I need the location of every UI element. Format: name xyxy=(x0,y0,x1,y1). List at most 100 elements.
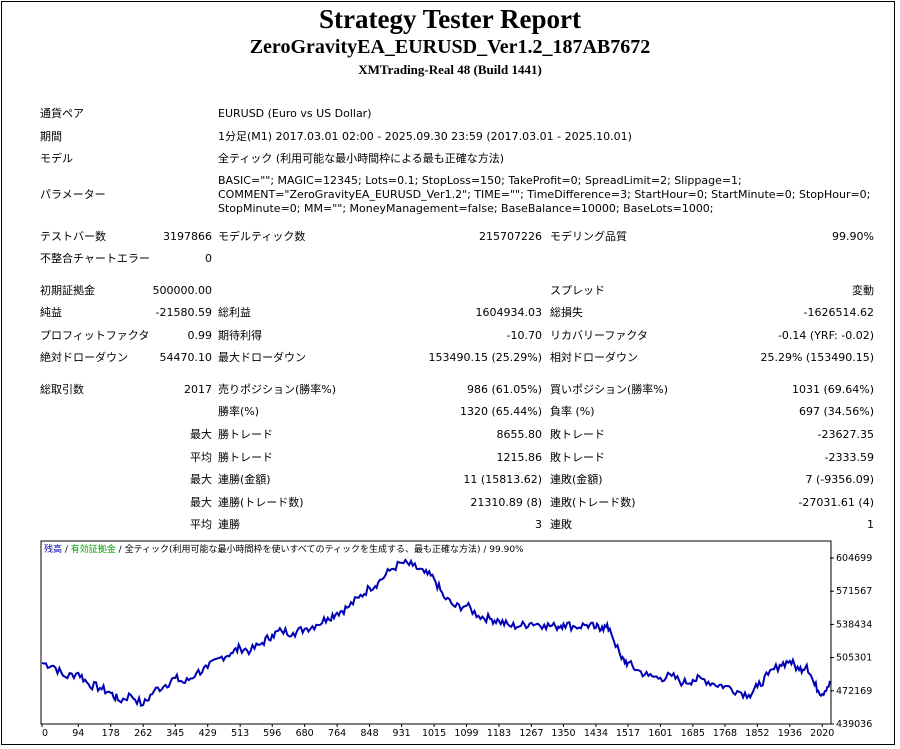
avg-cons-win-label: 連勝 xyxy=(218,518,240,531)
x-tick-label: 680 xyxy=(296,728,314,739)
quality-value: 99.90% xyxy=(832,230,874,243)
long-value: 1031 (69.64%) xyxy=(791,383,874,396)
quality-label: モデリング品質 xyxy=(550,230,627,243)
lossrate-value: 697 (34.56%) xyxy=(798,405,874,418)
max-dd-label: 最大ドローダウン xyxy=(218,351,306,364)
expected-value: -10.70 xyxy=(506,329,542,342)
max-loss-value: -23627.35 xyxy=(817,428,874,441)
x-tick-label: 848 xyxy=(360,728,378,739)
cons-profit-label: 連勝(トレード数) xyxy=(218,496,304,509)
expected-label: 期待利得 xyxy=(218,329,262,342)
chart-legend: 残高 / 有効証拠金 / 全ティック(利用可能な最小時間枠を使いすべてのティック… xyxy=(44,543,524,555)
winrate-value: 1320 (65.44%) xyxy=(459,405,542,418)
deposit-value: 500000.00 xyxy=(152,284,213,297)
x-tick-label: 262 xyxy=(134,728,152,739)
max-loss-label: 敗トレード xyxy=(550,428,605,441)
deposit-label: 初期証拠金 xyxy=(40,284,95,297)
max-word-3: 最大 xyxy=(190,496,212,509)
x-tick-label: 764 xyxy=(328,728,346,739)
avg-word-1: 平均 xyxy=(190,451,212,464)
params-value: BASIC=""; MAGIC=12345; Lots=0.1; StopLos… xyxy=(218,174,874,215)
avg-loss-value: -2333.59 xyxy=(824,451,874,464)
rel-dd-value: 25.29% (153490.15) xyxy=(760,351,874,364)
gross-loss-value: -1626514.62 xyxy=(803,306,874,319)
x-tick-label: 1601 xyxy=(648,728,672,739)
x-tick-label: 1685 xyxy=(681,728,705,739)
y-tick-label: 439036 xyxy=(836,719,872,730)
period-value: 1分足(M1) 2017.03.01 02:00 - 2025.09.30 23… xyxy=(218,130,632,143)
model-value: 全ティック (利用可能な最小時間枠による最も正確な方法) xyxy=(218,152,505,165)
avg-win-label: 勝トレード xyxy=(218,451,273,464)
gross-profit-value: 1604934.03 xyxy=(475,306,542,319)
x-tick-label: 0 xyxy=(42,728,48,739)
abs-dd-value: 54470.10 xyxy=(159,351,213,364)
mismatch-value: 0 xyxy=(205,252,212,265)
cons-loss-amt-label: 連敗(金額) xyxy=(550,473,603,486)
spread-label: スプレッド xyxy=(550,284,605,297)
x-tick-label: 513 xyxy=(231,728,249,739)
bars-label: テストバー数 xyxy=(40,230,106,243)
pf-label: プロフィットファクタ xyxy=(40,329,150,342)
short-label: 売りポジション(勝率%) xyxy=(218,383,337,396)
server-build: XMTrading-Real 48 (Build 1441) xyxy=(358,62,542,77)
mismatch-label: 不整合チャートエラー xyxy=(40,252,150,265)
avg-loss-label: 敗トレード xyxy=(550,451,605,464)
abs-dd-label: 絶対ドローダウン xyxy=(40,351,128,364)
legend-quality: 99.90% xyxy=(489,545,524,555)
x-tick-label: 1099 xyxy=(454,728,478,739)
bars-value: 3197866 xyxy=(163,230,212,243)
cons-win-amt-value: 11 (15813.62) xyxy=(463,473,542,486)
x-tick-label: 178 xyxy=(102,728,120,739)
winrate-label: 勝率(%) xyxy=(218,405,260,418)
x-axis: 0 94 178 262 345 429 513 596 680 764 848 931 1015 109… xyxy=(41,724,834,739)
max-word-1: 最大 xyxy=(190,428,212,441)
y-tick-label: 538434 xyxy=(836,619,872,630)
pf-value: 0.99 xyxy=(187,329,213,342)
max-win-label: 勝トレード xyxy=(218,428,273,441)
ticks-value: 215707226 xyxy=(479,230,542,243)
max-dd-value: 153490.15 (25.29%) xyxy=(428,351,542,364)
lossrate-label: 負率 (%) xyxy=(550,405,595,418)
total-trades-label: 総取引数 xyxy=(40,383,84,396)
x-tick-label: 1015 xyxy=(422,728,446,739)
report-title: Strategy Tester Report xyxy=(319,4,581,34)
symbol-value: EURUSD (Euro vs US Dollar) xyxy=(218,107,372,120)
cons-loss-amt-value: 7 (-9356.09) xyxy=(805,473,874,486)
avg-cons-loss-value: 1 xyxy=(867,518,874,531)
x-tick-label: 1768 xyxy=(713,728,737,739)
symbol-label: 通貨ペア xyxy=(40,107,84,120)
ea-name: ZeroGravityEA_EURUSD_Ver1.2_187AB7672 xyxy=(249,36,651,58)
x-tick-label: 931 xyxy=(393,728,411,739)
x-tick-label: 1267 xyxy=(519,728,543,739)
avg-cons-win-value: 3 xyxy=(535,518,542,531)
rel-dd-label: 相対ドローダウン xyxy=(550,351,638,364)
avg-cons-loss-label: 連敗 xyxy=(550,518,572,531)
legend-sep-2: / xyxy=(116,545,125,555)
spread-value: 変動 xyxy=(852,284,874,297)
y-axis: 604699 571567 538434 505301 472169 439036 xyxy=(830,553,872,730)
balance-line xyxy=(41,558,831,707)
chart-plot-area xyxy=(40,540,832,725)
total-trades-value: 2017 xyxy=(184,383,212,396)
legend-equity: 有効証拠金 xyxy=(71,543,116,555)
legend-balance: 残高 xyxy=(44,543,62,555)
net-value: -21580.59 xyxy=(155,306,212,319)
x-tick-label: 596 xyxy=(263,728,281,739)
period-label: 期間 xyxy=(40,130,62,143)
avg-win-value: 1215.86 xyxy=(496,451,543,464)
x-tick-label: 345 xyxy=(166,728,184,739)
legend-sep-3: / xyxy=(481,545,490,555)
net-label: 純益 xyxy=(40,306,62,319)
y-tick-label: 505301 xyxy=(836,653,872,664)
balance-chart: 残高 / 有効証拠金 / 全ティック(利用可能な最小時間枠を使いすべてのティック… xyxy=(40,540,872,739)
cons-lossn-value: -27031.61 (4) xyxy=(798,496,874,509)
x-tick-label: 1434 xyxy=(584,728,608,739)
x-tick-label: 1350 xyxy=(551,728,575,739)
short-value: 986 (61.05%) xyxy=(466,383,542,396)
params-label: パラメーター xyxy=(40,188,106,201)
x-tick-label: 1936 xyxy=(778,728,802,739)
gross-loss-label: 総損失 xyxy=(550,306,583,319)
max-win-value: 8655.80 xyxy=(496,428,543,441)
cons-lossn-label: 連敗(トレード数) xyxy=(550,496,636,509)
ticks-label: モデルティック数 xyxy=(218,230,306,243)
